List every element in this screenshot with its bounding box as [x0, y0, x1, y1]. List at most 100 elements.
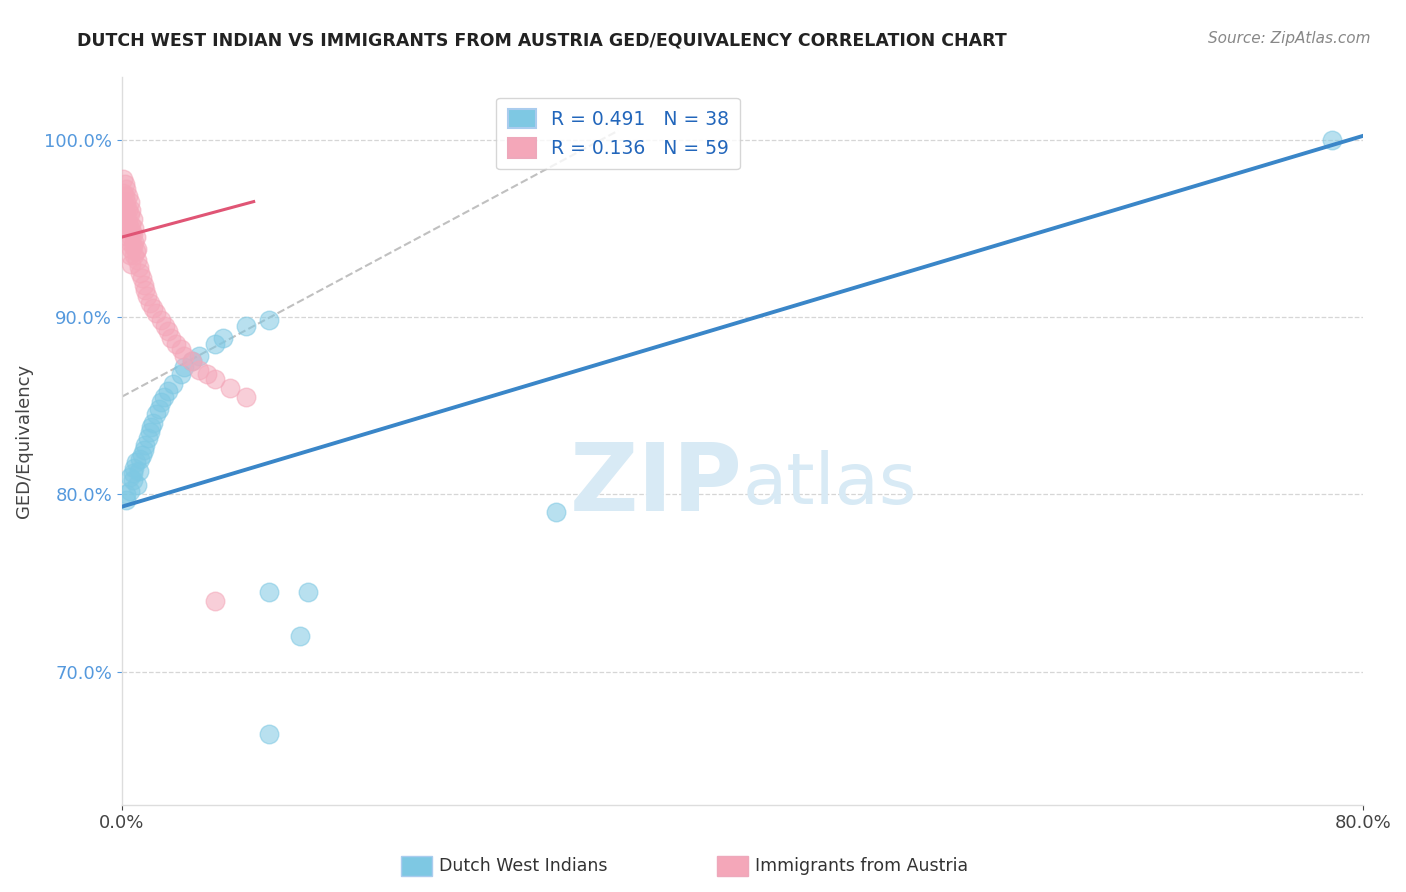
Point	[120, 257, 142, 271]
Point	[180, 354, 202, 368]
Point	[170, 342, 193, 356]
Point	[145, 306, 167, 320]
Point	[118, 221, 141, 235]
Point	[115, 194, 138, 209]
Point	[165, 336, 187, 351]
Point	[235, 318, 257, 333]
Point	[160, 331, 183, 345]
Point	[195, 367, 218, 381]
Point	[142, 301, 165, 315]
Point	[157, 384, 180, 399]
Point	[122, 221, 145, 235]
Text: ZIP: ZIP	[569, 439, 742, 531]
Point	[112, 186, 135, 200]
Point	[128, 464, 150, 478]
Point	[141, 420, 163, 434]
Point	[180, 354, 202, 368]
Point	[173, 359, 195, 374]
Point	[120, 230, 142, 244]
Point	[129, 451, 152, 466]
Point	[139, 425, 162, 440]
Point	[115, 182, 138, 196]
Point	[115, 207, 138, 221]
Point	[117, 203, 139, 218]
Point	[297, 584, 319, 599]
Point	[114, 200, 136, 214]
Point	[115, 487, 138, 501]
Point	[118, 207, 141, 221]
Point	[121, 239, 143, 253]
Point	[118, 194, 141, 209]
Point	[173, 349, 195, 363]
Point	[120, 243, 142, 257]
Point	[121, 212, 143, 227]
Point	[188, 349, 211, 363]
Point	[211, 331, 233, 345]
Point	[1320, 132, 1343, 146]
Point	[121, 227, 143, 241]
Point	[128, 260, 150, 275]
Point	[145, 408, 167, 422]
Legend: R = 0.491   N = 38, R = 0.136   N = 59: R = 0.491 N = 38, R = 0.136 N = 59	[496, 98, 740, 169]
Point	[152, 390, 174, 404]
Text: Dutch West Indians: Dutch West Indians	[439, 857, 607, 875]
Point	[162, 377, 184, 392]
Point	[204, 372, 226, 386]
Point	[546, 505, 568, 519]
Point	[131, 448, 153, 462]
Point	[117, 230, 139, 244]
Point	[134, 437, 156, 451]
Text: Immigrants from Austria: Immigrants from Austria	[755, 857, 969, 875]
Point	[122, 235, 145, 250]
Point	[127, 243, 149, 257]
Point	[117, 216, 139, 230]
Point	[155, 318, 177, 333]
Point	[125, 230, 148, 244]
Point	[114, 207, 136, 221]
Point	[120, 203, 142, 218]
Point	[115, 492, 138, 507]
Point	[170, 367, 193, 381]
Text: Source: ZipAtlas.com: Source: ZipAtlas.com	[1208, 31, 1371, 46]
Point	[149, 313, 172, 327]
Point	[112, 171, 135, 186]
Point	[125, 455, 148, 469]
Y-axis label: GED/Equivalency: GED/Equivalency	[15, 364, 32, 518]
Point	[127, 478, 149, 492]
Text: DUTCH WEST INDIAN VS IMMIGRANTS FROM AUSTRIA GED/EQUIVALENCY CORRELATION CHART: DUTCH WEST INDIAN VS IMMIGRANTS FROM AUS…	[77, 31, 1007, 49]
Point	[129, 266, 152, 280]
Point	[290, 629, 312, 643]
Point	[157, 324, 180, 338]
Point	[257, 584, 280, 599]
Point	[188, 363, 211, 377]
Point	[122, 460, 145, 475]
Point	[132, 277, 155, 292]
Point	[122, 248, 145, 262]
Point	[118, 469, 141, 483]
Point	[142, 417, 165, 431]
Point	[127, 253, 149, 268]
Point	[149, 395, 172, 409]
Point	[115, 221, 138, 235]
Point	[204, 593, 226, 607]
Point	[235, 390, 257, 404]
Point	[136, 430, 159, 444]
Point	[117, 189, 139, 203]
Point	[125, 244, 148, 259]
Point	[118, 248, 141, 262]
Text: atlas: atlas	[742, 450, 917, 519]
Point	[112, 194, 135, 209]
Point	[114, 218, 136, 232]
Point	[134, 283, 156, 297]
Point	[148, 402, 170, 417]
Point	[132, 442, 155, 457]
Point	[118, 235, 141, 250]
Point	[121, 466, 143, 480]
Point	[219, 381, 242, 395]
Point	[120, 218, 142, 232]
Point	[121, 473, 143, 487]
Point	[118, 483, 141, 498]
Point	[114, 189, 136, 203]
Point	[139, 295, 162, 310]
Point	[257, 727, 280, 741]
